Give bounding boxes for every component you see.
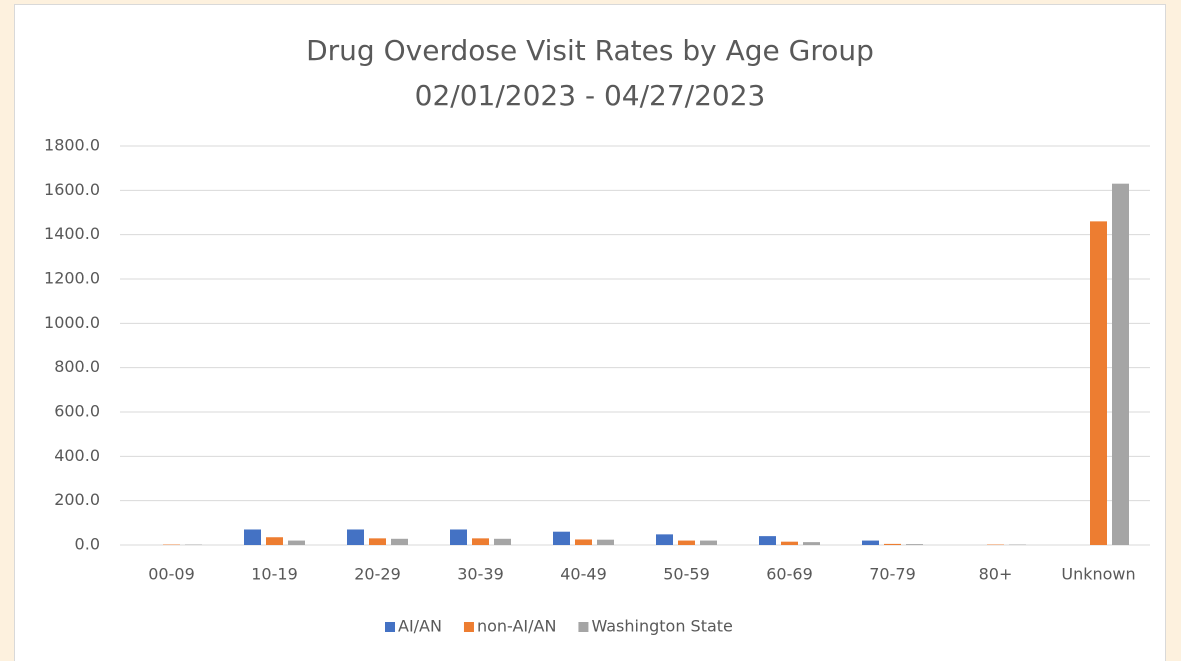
legend-swatch (463, 622, 474, 632)
y-tick-label: 800.0 (54, 357, 100, 376)
legend-swatch (385, 622, 395, 632)
x-tick-label: 80+ (979, 565, 1013, 584)
bar (472, 538, 489, 545)
chart-subtitle: 02/01/2023 - 04/27/2023 (415, 79, 766, 112)
x-tick-label: 60-69 (766, 565, 813, 584)
chart-title: Drug Overdose Visit Rates by Age Group (306, 34, 874, 67)
y-tick-label: 1200.0 (44, 269, 100, 288)
bar (803, 542, 820, 545)
bar (450, 529, 467, 545)
legend-label: non-AI/AN (477, 617, 556, 636)
bar (553, 531, 570, 545)
bar (391, 538, 408, 545)
y-tick-label: 200.0 (54, 490, 100, 509)
x-tick-label: 40-49 (560, 565, 607, 584)
bar (884, 543, 901, 545)
x-tick-label: 70-79 (869, 565, 916, 584)
y-tick-label: 600.0 (54, 402, 100, 421)
bar (575, 539, 592, 545)
bar (266, 537, 283, 545)
bar (781, 541, 798, 545)
bar (656, 534, 673, 545)
chart-area (14, 4, 1166, 661)
x-tick-label: 10-19 (251, 565, 298, 584)
bar (597, 539, 614, 545)
y-tick-label: 1600.0 (44, 180, 100, 199)
y-tick-label: 1400.0 (44, 224, 100, 243)
bar (678, 540, 695, 545)
bar (347, 529, 364, 545)
bar (862, 540, 879, 545)
bar (759, 536, 776, 545)
x-tick-label: Unknown (1061, 565, 1135, 584)
bar (494, 538, 511, 545)
bar (700, 540, 717, 545)
x-tick-label: 20-29 (354, 565, 401, 584)
legend-label: AI/AN (398, 617, 442, 636)
bar (906, 544, 923, 545)
bar (369, 538, 386, 545)
bar (244, 529, 261, 545)
legend-swatch (578, 622, 589, 632)
bar (288, 540, 305, 545)
y-tick-label: 1000.0 (44, 313, 100, 332)
bar (1090, 221, 1107, 545)
x-tick-label: 50-59 (663, 565, 710, 584)
x-tick-label: 30-39 (457, 565, 504, 584)
y-tick-label: 400.0 (54, 446, 100, 465)
y-tick-label: 1800.0 (44, 136, 100, 155)
bar (1112, 183, 1129, 545)
x-tick-label: 00-09 (148, 565, 195, 584)
legend-label: Washington State (591, 617, 732, 636)
y-tick-label: 0.0 (75, 535, 100, 554)
